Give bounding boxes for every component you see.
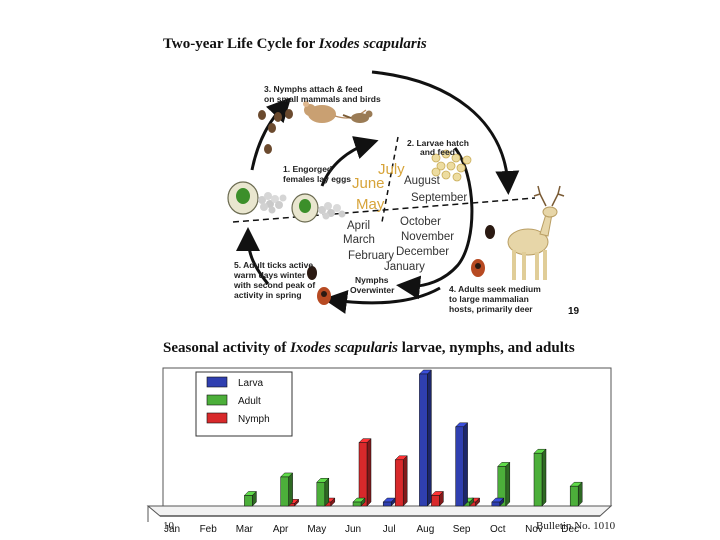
lifecycle-title: Two-year Life Cycle for Ixodes scapulari… [163,36,427,52]
x-label-mar: Mar [236,524,254,535]
bar-adult-jun [352,497,366,507]
bar-adult-may [316,477,330,507]
svg-text:Adult: Adult [238,396,261,407]
month-september: September [411,192,467,204]
footer-bulletin: Bulletin No. 1010 [536,520,616,532]
x-label-oct: Oct [490,524,506,535]
x-label-jun: Jun [345,524,361,535]
x-label-apr: Apr [273,524,289,535]
bar-nymph-jun [358,438,372,507]
bar-adult-apr [279,472,294,507]
bird-icon [342,110,373,123]
step5-line3: with second peak of [233,280,315,290]
footer-page-number: 10 [163,520,174,532]
dashed-vertical-line [381,136,399,223]
lifecycle-page-number: 19 [568,306,580,317]
month-october: October [400,216,441,228]
x-label-aug: Aug [417,524,435,535]
legend-item-adult: Adult [206,394,261,407]
bar-larva-oct [491,497,505,507]
adult-ticks-deer-icon [471,225,495,277]
outer-arrow-left-lower [236,227,270,285]
step2-line1: 2. Larvae hatch [407,138,469,148]
step5-line2: warm days winter [233,270,306,280]
chart-bars [243,369,583,507]
month-december: December [396,246,449,258]
bar-larva-sep [454,422,469,507]
inner-arrow-top [320,136,379,187]
step3-line2: on small mammals and birds [264,94,381,104]
nymphs-line1: Nymphs [355,275,389,285]
x-label-feb: Feb [200,524,218,535]
bar-larva-jul [382,497,396,507]
month-may: May [356,196,385,213]
step1-line2: females lay eggs [283,174,351,184]
month-july: July [378,161,405,178]
adult-ticks-left-icon [307,266,331,305]
engorged-tick-left-icon [227,181,287,215]
x-label-jul: Jul [383,524,396,535]
seasonal-title: Seasonal activity of Ixodes scapularis l… [163,340,575,356]
bar-nymph-jul [394,455,408,507]
x-label-sep: Sep [453,524,471,535]
nymph-ticks-icon [258,109,293,154]
month-march: March [343,234,375,246]
engorged-tick-right-icon [291,193,346,223]
legend-item-nymph: Nymph [206,412,270,425]
bar-adult-mar [243,490,258,507]
outer-arrow-bottom [323,286,441,314]
outer-arrow-top [371,70,520,195]
month-february: February [348,250,394,262]
svg-text:Larva: Larva [238,378,263,389]
month-august: August [404,175,441,187]
chart-x-labels: Jan Feb Mar Apr May Jun Jul Aug Sep Oct Nov Dec [164,524,579,535]
x-label-nov: Nov [525,524,543,535]
lifecycle-diagram: 3. Nymphs attach & feed on small mammals… [227,70,580,317]
svg-text:Nymph: Nymph [238,414,270,425]
x-label-jan: Jan [164,524,180,535]
month-april: April [347,220,370,232]
nymphs-line2: Overwinter [350,285,395,295]
bar-larva-aug [418,369,433,507]
month-june: June [352,175,385,192]
month-january: January [384,261,425,273]
deer-icon [507,185,565,280]
chart-floor [146,505,613,517]
inner-arrow-right [396,147,474,300]
x-label-dec: Dec [561,524,579,535]
bar-adult-dec [569,481,583,507]
step2-line2: and feed [420,147,455,157]
outer-arrow-left-upper [250,97,292,171]
x-label-may: May [307,524,326,535]
bar-adult-nov [533,448,547,507]
legend-item-larva: Larva [206,376,263,389]
chart-legend: Larva Adult Nymph [195,371,293,437]
step3-line1: 3. Nymphs attach & feed [264,84,363,94]
bar-adult-oct [497,461,511,507]
seasonal-chart: Jan Feb Mar Apr May Jun Jul Aug Sep Oct Nov Dec Lar… [146,367,613,535]
bar-nymph-aug [430,490,445,507]
step4-line2: to large mammalian [449,294,529,304]
step4-line3: hosts, primarily deer [449,304,533,314]
step5-line4: activity in spring [234,290,302,300]
step5-line1: 5. Adult ticks active [234,260,313,270]
step4-line1: 4. Adults seek medium [449,284,541,294]
month-november: November [401,231,454,243]
larvae-cluster-icon [431,149,472,182]
step1-line1: 1. Engorged [283,164,332,174]
